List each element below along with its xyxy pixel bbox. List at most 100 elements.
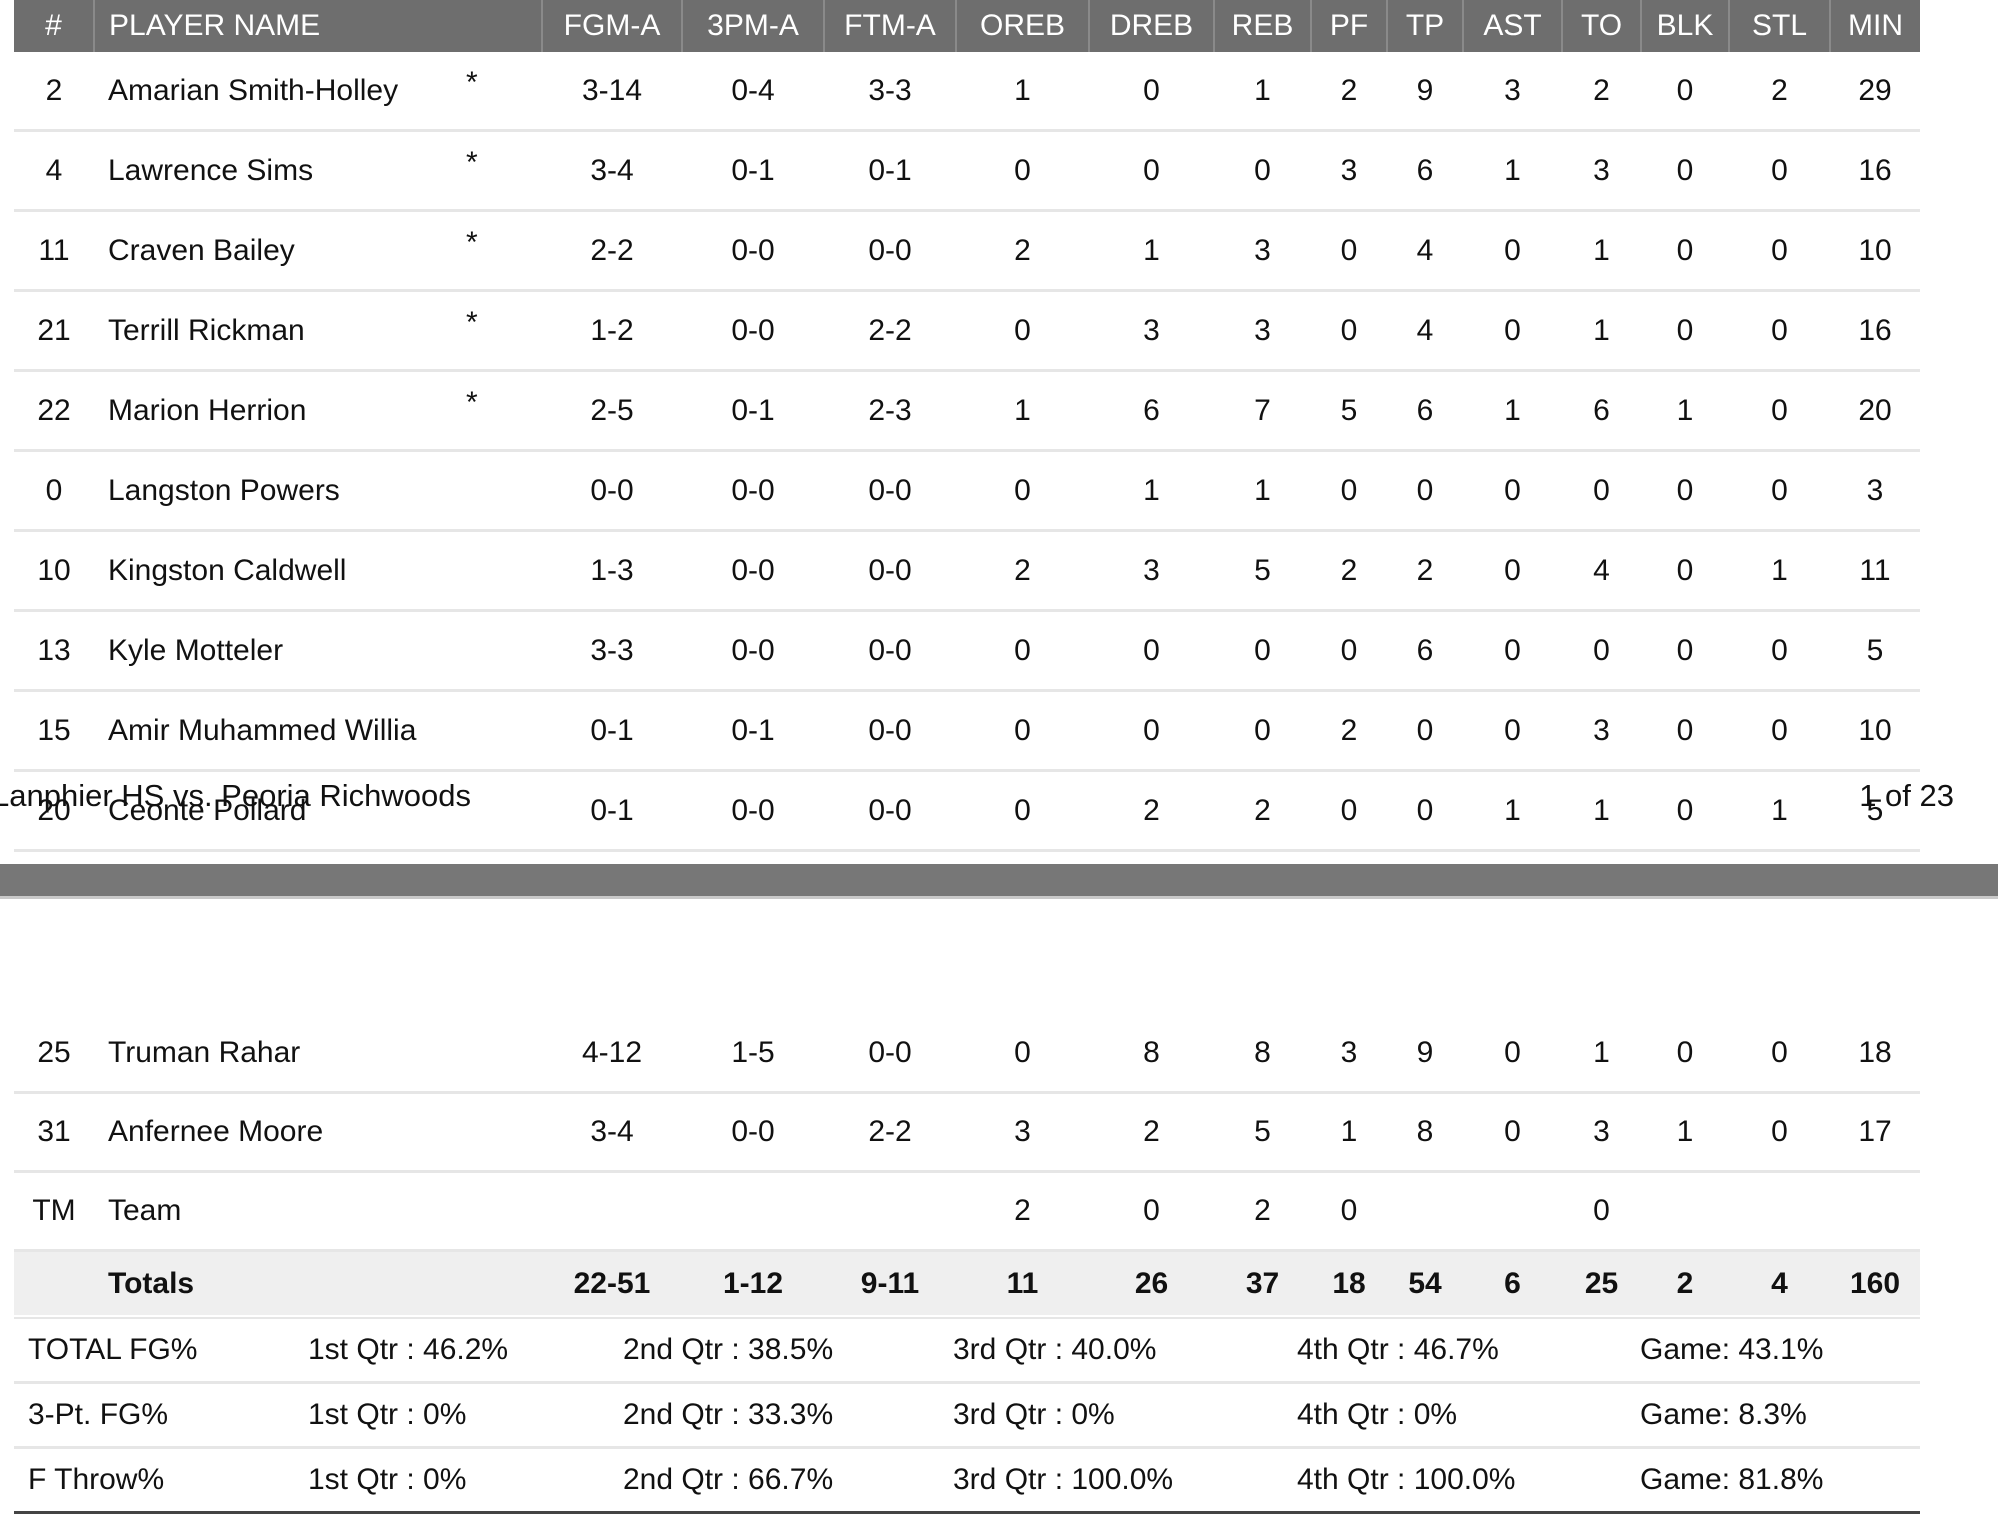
pf-cell: 2 — [1311, 52, 1387, 132]
totals-player-name-cell: Totals — [94, 1249, 466, 1315]
pct-q4-cell: 4th Qtr : 46.7% — [1283, 1318, 1626, 1384]
stl-cell: 0 — [1729, 610, 1830, 692]
table-header-row: # PLAYER NAME FGM-A 3PM-A FTM-A OREB DRE… — [14, 0, 1920, 52]
ftm-a-cell: 0-0 — [824, 210, 956, 292]
pf-cell: 3 — [1311, 130, 1387, 212]
3pm-a-cell: 0-0 — [682, 1092, 824, 1173]
min-cell: 5 — [1830, 610, 1920, 692]
to-cell: 3 — [1562, 690, 1641, 772]
to-cell: 0 — [1562, 610, 1641, 692]
player-number-cell: 31 — [14, 1092, 94, 1173]
pct-q4-cell: 4th Qtr : 100.0% — [1297, 1463, 1516, 1496]
player-stats-table: # PLAYER NAME FGM-A 3PM-A FTM-A OREB DRE… — [14, 0, 1920, 852]
totals-ast-cell: 6 — [1463, 1249, 1562, 1315]
min-cell: 29 — [1830, 52, 1920, 132]
pct-game-cell: Game: 8.3% — [1626, 1382, 1920, 1449]
oreb-cell: 0 — [956, 770, 1089, 852]
3pm-a-cell: 0-0 — [682, 610, 824, 692]
fgm-a-cell: 3-14 — [542, 52, 682, 132]
to-cell: 4 — [1562, 530, 1641, 612]
reb-cell: 2 — [1214, 770, 1311, 852]
player-name-cell: Truman Rahar — [94, 1015, 466, 1094]
player-number-cell: 0 — [14, 450, 94, 532]
totals-dreb-cell: 26 — [1089, 1249, 1214, 1315]
table-row: TM Team 2 0 2 0 0 — [14, 1171, 1920, 1252]
starter-mark-cell — [466, 1015, 542, 1094]
player-name-cell: Kyle Motteler — [94, 610, 466, 692]
blk-cell: 0 — [1641, 210, 1729, 292]
player-number-cell: 25 — [14, 1015, 94, 1094]
to-cell: 1 — [1562, 1015, 1641, 1094]
pf-cell: 0 — [1311, 210, 1387, 292]
player-number-cell: 22 — [14, 370, 94, 452]
reb-cell: 1 — [1214, 450, 1311, 532]
pct-label-cell: F Throw% — [28, 1463, 165, 1496]
stl-cell: 0 — [1729, 210, 1830, 292]
starter-mark-cell — [466, 1171, 542, 1252]
game-title: Lanphier HS vs. Peoria Richwoods — [0, 778, 472, 813]
table-row: 13 Kyle Motteler 3-3 0-0 0-0 0 0 0 0 6 0 0 0 0 5 — [14, 610, 1920, 692]
reb-cell: 5 — [1214, 530, 1311, 612]
totals-to-cell: 25 — [1562, 1249, 1641, 1315]
ast-cell: 0 — [1463, 1092, 1562, 1173]
fgm-a-cell: 1-2 — [542, 290, 682, 372]
table-row: 20 Ceonte Pollard 0-1 0-0 0-0 0 2 2 0 0 1 1 0 1 5 — [14, 770, 1920, 852]
totals-min-cell: 160 — [1830, 1249, 1920, 1315]
oreb-cell: 0 — [956, 130, 1089, 212]
blk-cell: 1 — [1641, 370, 1729, 452]
ast-cell: 0 — [1463, 450, 1562, 532]
ftm-a-cell: 0-0 — [824, 690, 956, 772]
table-row: 21 Terrill Rickman * 1-2 0-0 2-2 0 3 3 0 4 0 1 0 0 16 — [14, 290, 1920, 372]
table-row: 22 Marion Herrion * 2-5 0-1 2-3 1 6 7 5 6 1 6 1 0 20 — [14, 370, 1920, 452]
tp-cell: 0 — [1387, 690, 1463, 772]
pf-cell: 0 — [1311, 290, 1387, 372]
starter-mark-cell: * — [466, 210, 542, 292]
to-cell: 3 — [1562, 130, 1641, 212]
totals-tp-cell: 54 — [1387, 1249, 1463, 1315]
pf-cell: 5 — [1311, 370, 1387, 452]
ftm-a-cell: 0-0 — [824, 770, 956, 852]
ast-cell: 1 — [1463, 370, 1562, 452]
col-ast: AST — [1462, 0, 1562, 52]
totals-ftm-a-cell: 9-11 — [824, 1249, 956, 1315]
oreb-cell: 0 — [956, 450, 1089, 532]
oreb-cell: 2 — [956, 1171, 1089, 1252]
tp-cell: 2 — [1387, 530, 1463, 612]
player-name-cell: Team — [94, 1171, 466, 1252]
3pm-a-cell — [682, 1171, 824, 1252]
3pm-a-cell: 1-5 — [682, 1015, 824, 1094]
col-to: TO — [1561, 0, 1641, 52]
player-number-cell: 20 — [14, 770, 94, 852]
oreb-cell: 1 — [956, 370, 1089, 452]
blk-cell: 0 — [1641, 610, 1729, 692]
to-cell: 1 — [1562, 770, 1641, 852]
col-dreb: DREB — [1088, 0, 1214, 52]
dreb-cell: 1 — [1089, 450, 1214, 532]
stl-cell: 0 — [1729, 690, 1830, 772]
ast-cell: 3 — [1463, 52, 1562, 132]
col-starter — [466, 0, 542, 52]
ast-cell: 0 — [1463, 530, 1562, 612]
reb-cell: 3 — [1214, 290, 1311, 372]
percentage-row: TOTAL FG% 1st Qtr : 46.2% 2nd Qtr : 38.5% 3… — [14, 1318, 1920, 1384]
3pm-a-cell: 0-0 — [682, 530, 824, 612]
pf-cell: 0 — [1311, 1171, 1387, 1252]
3pm-a-cell: 0-0 — [682, 210, 824, 292]
blk-cell: 0 — [1641, 690, 1729, 772]
pct-q1-cell: 1st Qtr : 0% — [308, 1463, 467, 1496]
starter-mark-cell: * — [466, 290, 542, 372]
dreb-cell: 8 — [1089, 1015, 1214, 1094]
dreb-cell: 2 — [1089, 1092, 1214, 1173]
percentage-row: F Throw% 1st Qtr : 0% 2nd Qtr : 66.7% 3rd Q… — [14, 1448, 1920, 1513]
ftm-a-cell: 2-2 — [824, 290, 956, 372]
oreb-cell: 0 — [956, 290, 1089, 372]
table-row: 25 Truman Rahar 4-12 1-5 0-0 0 8 8 3 9 0 1 0 0 18 — [14, 1015, 1920, 1094]
blk-cell: 0 — [1641, 130, 1729, 212]
ftm-a-cell: 0-0 — [824, 450, 956, 532]
to-cell: 3 — [1562, 1092, 1641, 1173]
pct-q2-cell: 2nd Qtr : 38.5% — [609, 1318, 939, 1384]
totals-3pm-a-cell: 1-12 — [682, 1249, 824, 1315]
fgm-a-cell: 0-1 — [542, 770, 682, 852]
starter-mark-cell: * — [466, 52, 542, 132]
fgm-a-cell: 3-3 — [542, 610, 682, 692]
